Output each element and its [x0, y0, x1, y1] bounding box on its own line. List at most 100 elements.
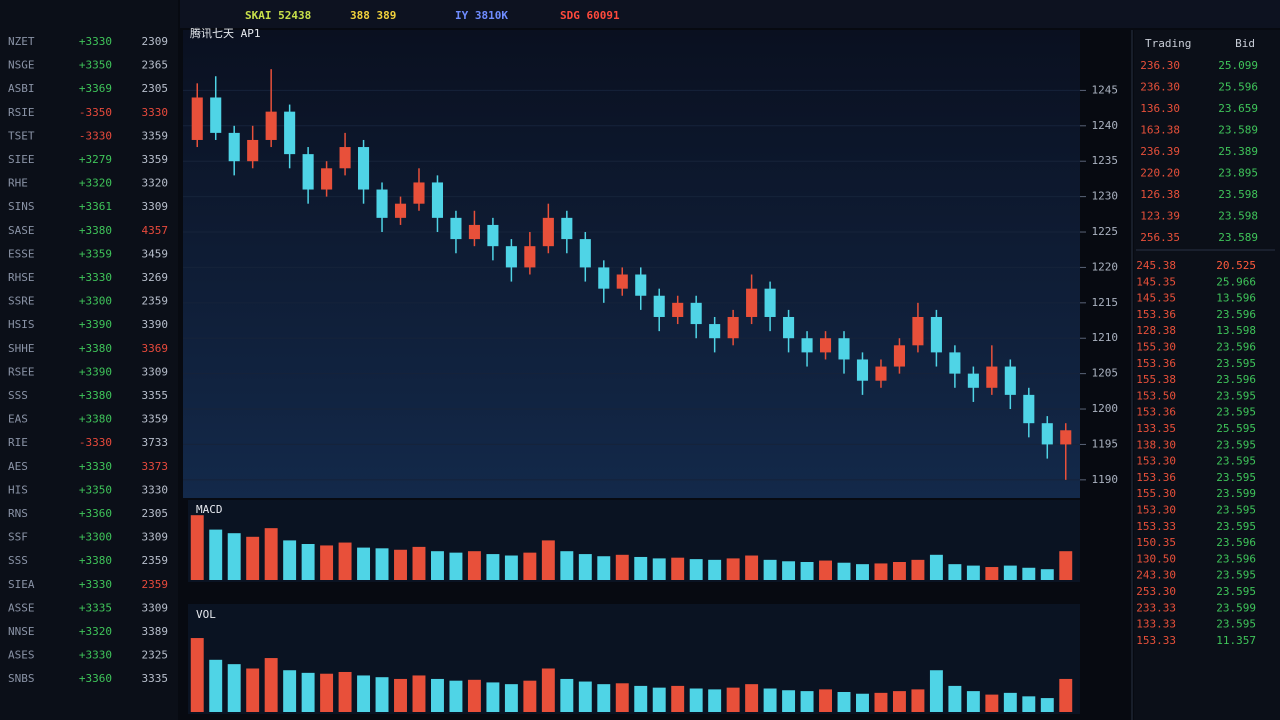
- bid-price: 145.35: [1136, 292, 1176, 305]
- y-tick-label: 1215: [1092, 296, 1119, 309]
- candle-body: [598, 267, 610, 289]
- price: 3359: [142, 129, 169, 142]
- symbol: HSIS: [8, 318, 35, 331]
- charts: 腾讯七天 AP1 1190 1195 1200 1205 1210 1215 1220 1225…: [183, 26, 1118, 712]
- bid-price: 153.36: [1136, 308, 1176, 321]
- candle-body: [930, 316, 942, 353]
- candle-body: [468, 224, 480, 240]
- candle-body: [949, 352, 961, 374]
- bid-size: 23.595: [1216, 406, 1256, 419]
- bar: [412, 675, 426, 712]
- bar: [486, 682, 500, 712]
- bar: [597, 684, 611, 712]
- symbol: RHE: [8, 177, 28, 190]
- bar: [726, 687, 740, 712]
- bid-size: 25.966: [1216, 275, 1256, 288]
- bid-price: 145.35: [1136, 275, 1176, 288]
- bid-price: 233.33: [1136, 601, 1176, 614]
- bar: [1059, 678, 1073, 712]
- candle-body: [561, 217, 573, 240]
- price: 3309: [142, 601, 169, 614]
- bar: [892, 691, 906, 712]
- bar: [264, 658, 278, 712]
- candle-body: [1060, 430, 1072, 445]
- symbol: RSEE: [8, 365, 35, 378]
- symbol: ESSE: [8, 247, 35, 260]
- bar: [320, 545, 334, 580]
- ask-price: 126.38: [1140, 188, 1180, 201]
- price: 3309: [142, 200, 169, 213]
- bar: [1003, 565, 1017, 580]
- bar: [283, 540, 297, 580]
- bid-size: 23.595: [1216, 438, 1256, 451]
- candle-body: [801, 338, 813, 353]
- bar: [837, 562, 851, 580]
- price: 2305: [142, 507, 169, 520]
- order-book-header: Trading: [1145, 37, 1191, 50]
- bar: [671, 557, 685, 580]
- symbol: TSET: [8, 129, 35, 142]
- bid-size: 23.596: [1216, 552, 1256, 565]
- bid-size: 11.357: [1216, 634, 1256, 647]
- bar: [782, 561, 796, 580]
- bar: [209, 529, 223, 580]
- candle-body: [339, 147, 351, 169]
- ask-price: 236.30: [1140, 59, 1180, 72]
- ask-price: 256.35: [1140, 231, 1180, 244]
- candle-body: [1023, 394, 1035, 424]
- candle-body: [210, 97, 222, 133]
- ticker: 388 389: [350, 9, 396, 22]
- symbol: RIE: [8, 436, 28, 449]
- bar: [1040, 569, 1054, 580]
- candle-body: [1041, 423, 1053, 445]
- bar: [338, 671, 352, 712]
- bar: [652, 687, 666, 712]
- candle-body: [524, 246, 536, 268]
- ask-price: 163.38: [1140, 124, 1180, 137]
- bar: [504, 555, 518, 580]
- bid-size: 23.595: [1216, 618, 1256, 631]
- change: +3330: [79, 578, 112, 591]
- bar: [467, 679, 481, 712]
- symbol: SASE: [8, 224, 35, 237]
- ticker: SDG 60091: [560, 9, 620, 22]
- y-tick-label: 1235: [1092, 154, 1119, 167]
- bar: [1022, 696, 1036, 712]
- bar: [523, 680, 537, 712]
- candle-body: [376, 189, 388, 218]
- change: +3350: [79, 483, 112, 496]
- bar: [394, 678, 407, 712]
- bid-price: 153.30: [1136, 455, 1176, 468]
- candle-body: [727, 316, 739, 339]
- bar: [856, 564, 869, 580]
- bid-price: 130.50: [1136, 552, 1176, 565]
- y-tick-label: 1220: [1092, 260, 1119, 273]
- bid-price: 153.33: [1136, 520, 1176, 533]
- price: 3390: [142, 318, 169, 331]
- bid-size: 23.595: [1216, 455, 1256, 468]
- change: +3330: [79, 35, 112, 48]
- candle-body: [856, 359, 869, 381]
- bid-price: 153.36: [1136, 406, 1176, 419]
- symbol: SIEE: [8, 153, 35, 166]
- symbol: SSRE: [8, 295, 35, 308]
- bid-price: 243.30: [1136, 569, 1176, 582]
- bid-price: 153.36: [1136, 357, 1176, 370]
- bid-size: 23.595: [1216, 357, 1256, 370]
- price: 3369: [142, 342, 169, 355]
- bar: [948, 685, 962, 712]
- bar: [578, 554, 592, 580]
- ask-size: 25.389: [1218, 145, 1258, 158]
- price: 3269: [142, 271, 169, 284]
- ask-price: 136.30: [1140, 102, 1180, 115]
- price: 2365: [142, 59, 169, 72]
- price: 2359: [142, 554, 169, 567]
- bar: [689, 688, 703, 712]
- bar: [800, 691, 814, 712]
- price: 3459: [142, 247, 169, 260]
- bid-size: 23.595: [1216, 585, 1256, 598]
- panel-title: VOL: [196, 608, 216, 621]
- candle-body: [653, 295, 665, 317]
